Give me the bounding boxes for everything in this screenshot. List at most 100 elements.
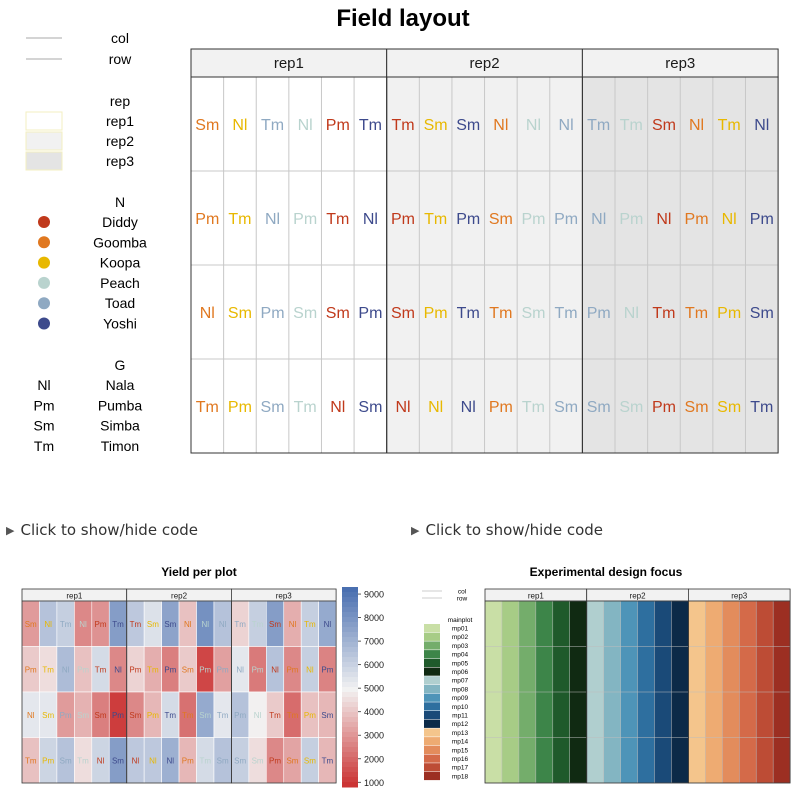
- plot-label: Nl: [232, 117, 247, 134]
- plot-label: Pm: [321, 665, 333, 674]
- plot-label: Sm: [269, 620, 281, 629]
- plot-label: Sm: [293, 305, 317, 322]
- colorbar-segment: [342, 692, 358, 698]
- colorbar-tick-label: 3000: [364, 731, 384, 741]
- legend-label-timon: Timon: [101, 438, 139, 454]
- colorbar-segment: [342, 622, 358, 628]
- plot-label: Sm: [750, 305, 774, 322]
- toggle-label: Click to show/hide code: [20, 521, 198, 539]
- legend-dot-koopa: [38, 256, 50, 269]
- plot-label: Nl: [184, 620, 192, 629]
- legend-label-goomba: Goomba: [93, 234, 147, 250]
- plot-label: Nl: [236, 665, 244, 674]
- plot-label: Nl: [97, 756, 105, 765]
- plot-label: Nl: [254, 711, 262, 720]
- plot-label: Nl: [306, 665, 314, 674]
- plot-label: Nl: [167, 756, 175, 765]
- colorbar-segment: [342, 702, 358, 708]
- plot-label: Pm: [261, 305, 285, 322]
- plot-label: Sm: [195, 117, 219, 134]
- legend-swatch-mp06: [424, 667, 440, 676]
- plot-label: Pm: [554, 211, 578, 228]
- colorbar-segment: [342, 737, 358, 743]
- colorbar-tick-label: 8000: [364, 613, 384, 623]
- yield-per-plot-chart: Yield per plot rep1 rep2 rep3 Sm Nl Tm Nl Pm Tm Tm…: [21, 565, 384, 788]
- colorbar-segment: [342, 642, 358, 648]
- legend-key-sm: Sm: [34, 418, 55, 434]
- plot-label: Nl: [79, 620, 87, 629]
- colorbar-tick-label: 5000: [364, 684, 384, 694]
- plot-label: Sm: [521, 305, 545, 322]
- colorbar-tick-label: 1000: [364, 778, 384, 788]
- plot-label: Pm: [587, 305, 611, 322]
- legend-title-n: N: [115, 194, 125, 210]
- plot-label: Pm: [195, 211, 219, 228]
- legend-swatch-mp16: [424, 754, 440, 763]
- plot-label: Nl: [330, 399, 345, 416]
- colorbar-segment: [342, 652, 358, 658]
- colorbar-tick-label: 4000: [364, 707, 384, 717]
- plot-label: Tm: [252, 620, 264, 629]
- strip-label-rep1: rep1: [274, 55, 304, 72]
- plot-label: Tm: [147, 665, 159, 674]
- strip-label-rep2: rep2: [171, 592, 188, 601]
- chart-title: Field layout: [336, 5, 469, 32]
- legend-swatch-mp15: [424, 745, 440, 754]
- plot-label: Sm: [326, 305, 350, 322]
- show-hide-code-toggle-yield[interactable]: ▶ Click to show/hide code: [6, 521, 198, 539]
- legend-label-row: row: [457, 596, 468, 603]
- plot-label: Tm: [287, 711, 299, 720]
- plot-label: Pm: [228, 399, 252, 416]
- legend-label-col: col: [458, 589, 467, 596]
- colorbar-segment: [342, 732, 358, 738]
- legend-label-mp17: mp17: [452, 765, 469, 772]
- legend-label-mp04: mp04: [452, 652, 469, 659]
- plot-label: Pm: [456, 211, 480, 228]
- strip-label-rep3: rep3: [731, 592, 748, 601]
- plot-label: Nl: [298, 117, 313, 134]
- plot-label: Pm: [217, 665, 229, 674]
- plot-label: Pm: [147, 711, 159, 720]
- legend-key-tm: Tm: [34, 438, 54, 454]
- plot-label: Nl: [559, 117, 574, 134]
- colorbar-segment: [342, 667, 358, 673]
- plot-label: Tm: [391, 117, 414, 134]
- plot-label: Tm: [182, 711, 194, 720]
- plot-label: Tm: [620, 117, 643, 134]
- plot-label: Sm: [489, 211, 513, 228]
- plot-label: Sm: [164, 620, 176, 629]
- strip-label-rep1: rep1: [528, 592, 545, 601]
- plot-label: Nl: [591, 211, 606, 228]
- show-hide-code-toggle-design[interactable]: ▶ Click to show/hide code: [411, 521, 603, 539]
- legend-title-mainplot: mainplot: [448, 617, 473, 624]
- legend-label-mp18: mp18: [452, 773, 469, 780]
- plot-label: Nl: [201, 620, 209, 629]
- plot-label: Sm: [587, 399, 611, 416]
- plot-label: Sm: [129, 711, 141, 720]
- colorbar-segment: [342, 727, 358, 733]
- plot-label: Nl: [461, 399, 476, 416]
- colorbar-segment: [342, 662, 358, 668]
- plot-label: Nl: [114, 665, 122, 674]
- colorbar-segment: [342, 607, 358, 613]
- plot-label: Tm: [322, 756, 334, 765]
- strip-label-rep3: rep3: [665, 55, 695, 72]
- plot-label: Sm: [95, 711, 107, 720]
- legend-label-mp06: mp06: [452, 669, 469, 676]
- plot-label: Pm: [95, 620, 107, 629]
- legend-swatch-mp14: [424, 737, 440, 746]
- legend-label-row: row: [109, 51, 132, 67]
- legend-label-mp10: mp10: [452, 704, 469, 711]
- plot-label: Tm: [196, 399, 219, 416]
- colorbar-segment: [342, 717, 358, 723]
- plot-label: Nl: [395, 399, 410, 416]
- plot-label: Tm: [217, 711, 229, 720]
- plot-label: Tm: [77, 756, 89, 765]
- colorbar-segment: [342, 712, 358, 718]
- plot-label: Sm: [234, 756, 246, 765]
- triangle-right-icon: ▶: [411, 524, 420, 537]
- plot-label: Sm: [77, 711, 89, 720]
- legend-swatch-mp02: [424, 632, 440, 641]
- plot-label: Nl: [265, 211, 280, 228]
